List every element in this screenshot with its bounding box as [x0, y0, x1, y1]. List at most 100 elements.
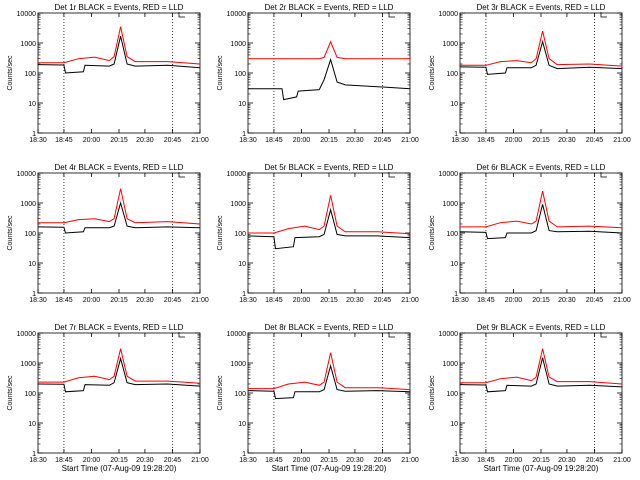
- x-tick-label: 20:00: [293, 457, 311, 464]
- x-tick-label: 18:45: [265, 137, 283, 144]
- x-tick-label: 18:45: [55, 457, 73, 464]
- x-tick-label: 21:00: [191, 297, 209, 304]
- x-tick-label: 20:45: [586, 297, 604, 304]
- corner-marker: [600, 12, 607, 18]
- series-lld-line: [460, 190, 623, 229]
- chart-panel: Det 2r BLACK = Events, RED = LLD 1 10 100 10…: [217, 3, 419, 144]
- y-tick-label: 10: [450, 101, 458, 108]
- x-tick-label: 18:45: [55, 137, 73, 144]
- y-tick-label: 1: [454, 451, 458, 458]
- x-tick-label: 20:30: [558, 297, 576, 304]
- y-axis-label: Counts/sec: [429, 55, 436, 91]
- series-lld-line: [460, 30, 623, 67]
- series-events-line: [459, 204, 623, 240]
- panel-title: Det 4r BLACK = Events, RED = LLD: [55, 163, 184, 172]
- x-tick-label: 18:45: [55, 297, 73, 304]
- x-tick-label: 18:30: [239, 297, 257, 304]
- y-axis-label: Counts/sec: [7, 55, 14, 91]
- x-tick-label: 20:45: [586, 457, 604, 464]
- y-tick-label: 10000: [439, 331, 459, 338]
- series-events-line: [37, 201, 201, 234]
- x-tick-label: 20:30: [558, 457, 576, 464]
- x-tick-label: 20:30: [136, 457, 154, 464]
- x-tick-label: 20:15: [532, 137, 550, 144]
- y-tick-label: 1: [454, 291, 458, 298]
- panel-title: Det 6r BLACK = Events, RED = LLD: [477, 163, 606, 172]
- x-tick-label: 20:45: [374, 137, 392, 144]
- plot-frame: [247, 12, 411, 134]
- y-tick-label: 10: [28, 101, 36, 108]
- x-tick-label: 18:45: [477, 137, 495, 144]
- series-lld-line: [248, 195, 411, 235]
- panel-title: Det 5r BLACK = Events, RED = LLD: [265, 163, 394, 172]
- y-tick-label: 10: [238, 421, 246, 428]
- y-tick-label: 1: [454, 131, 458, 138]
- y-tick-label: 10: [28, 261, 36, 268]
- panel-title: Det 9r BLACK = Events, RED = LLD: [477, 323, 606, 332]
- y-tick-label: 10: [28, 421, 36, 428]
- x-tick-label: 18:30: [451, 137, 469, 144]
- x-tick-label: 20:00: [505, 457, 523, 464]
- chart-panel: Det 1r BLACK = Events, RED = LLD 1 10 100 10…: [7, 3, 209, 144]
- chart-panel: Det 3r BLACK = Events, RED = LLD 1 10 100 10…: [429, 3, 631, 144]
- x-tick-label: 18:30: [451, 297, 469, 304]
- x-tick-label: 18:30: [451, 457, 469, 464]
- y-tick-label: 1000: [230, 41, 246, 48]
- corner-marker: [178, 332, 185, 338]
- chart-panel: Det 4r BLACK = Events, RED = LLD 1 10 100 10…: [7, 163, 209, 304]
- x-tick-label: 21:00: [613, 137, 631, 144]
- y-tick-label: 1: [242, 451, 246, 458]
- y-tick-label: 10000: [17, 11, 37, 18]
- y-tick-label: 1000: [442, 201, 458, 208]
- x-tick-label: 20:45: [374, 297, 392, 304]
- series-lld-line: [38, 348, 201, 384]
- y-tick-label: 1: [242, 131, 246, 138]
- x-tick-label: 20:30: [136, 297, 154, 304]
- panel-title: Det 3r BLACK = Events, RED = LLD: [477, 3, 606, 12]
- y-tick-label: 10000: [17, 171, 37, 178]
- x-tick-label: 18:45: [265, 297, 283, 304]
- y-tick-label: 100: [446, 391, 458, 398]
- plot-frame: [459, 172, 623, 294]
- y-tick-label: 100: [234, 231, 246, 238]
- series-events-line: [247, 207, 411, 250]
- series-lld-line: [248, 352, 411, 391]
- x-tick-label: 21:00: [613, 297, 631, 304]
- y-tick-label: 100: [234, 391, 246, 398]
- series-lld-line: [460, 348, 623, 385]
- x-tick-label: 18:30: [29, 297, 47, 304]
- y-axis-label: Counts/sec: [7, 215, 14, 251]
- corner-marker: [178, 12, 185, 18]
- corner-marker: [388, 12, 395, 18]
- x-tick-label: 20:15: [532, 297, 550, 304]
- x-tick-label: 18:30: [239, 457, 257, 464]
- y-tick-label: 10000: [439, 171, 459, 178]
- series-events-line: [37, 35, 201, 74]
- chart-panel: Det 6r BLACK = Events, RED = LLD 1 10 100 10…: [429, 163, 631, 304]
- chart-panel: Det 5r BLACK = Events, RED = LLD 1 10 100 10…: [217, 163, 419, 304]
- x-axis-label: Start Time (07-Aug-09 19:28:20): [272, 464, 387, 473]
- y-tick-label: 1000: [20, 361, 36, 368]
- x-tick-label: 20:30: [136, 137, 154, 144]
- x-tick-label: 20:30: [558, 137, 576, 144]
- y-axis-label: Counts/sec: [217, 55, 224, 91]
- y-tick-label: 1: [242, 291, 246, 298]
- corner-marker: [600, 332, 607, 338]
- x-tick-label: 20:30: [346, 297, 364, 304]
- x-tick-label: 20:00: [83, 457, 101, 464]
- y-axis-label: Counts/sec: [7, 375, 14, 411]
- x-tick-label: 20:45: [164, 137, 182, 144]
- x-tick-label: 21:00: [401, 297, 419, 304]
- series-events-line: [459, 357, 623, 393]
- chart-panel: Det 7r BLACK = Events, RED = LLD 1 10 100 10…: [7, 323, 209, 473]
- plot-frame: [247, 332, 411, 454]
- series-events-line: [459, 39, 623, 75]
- x-tick-label: 20:45: [164, 297, 182, 304]
- x-tick-label: 20:30: [346, 137, 364, 144]
- y-tick-label: 10000: [227, 11, 247, 18]
- y-tick-label: 1000: [442, 361, 458, 368]
- y-tick-label: 100: [24, 231, 36, 238]
- corner-marker: [178, 172, 185, 178]
- chart-panel: Det 8r BLACK = Events, RED = LLD 1 10 100 10…: [217, 323, 419, 473]
- x-tick-label: 20:00: [505, 297, 523, 304]
